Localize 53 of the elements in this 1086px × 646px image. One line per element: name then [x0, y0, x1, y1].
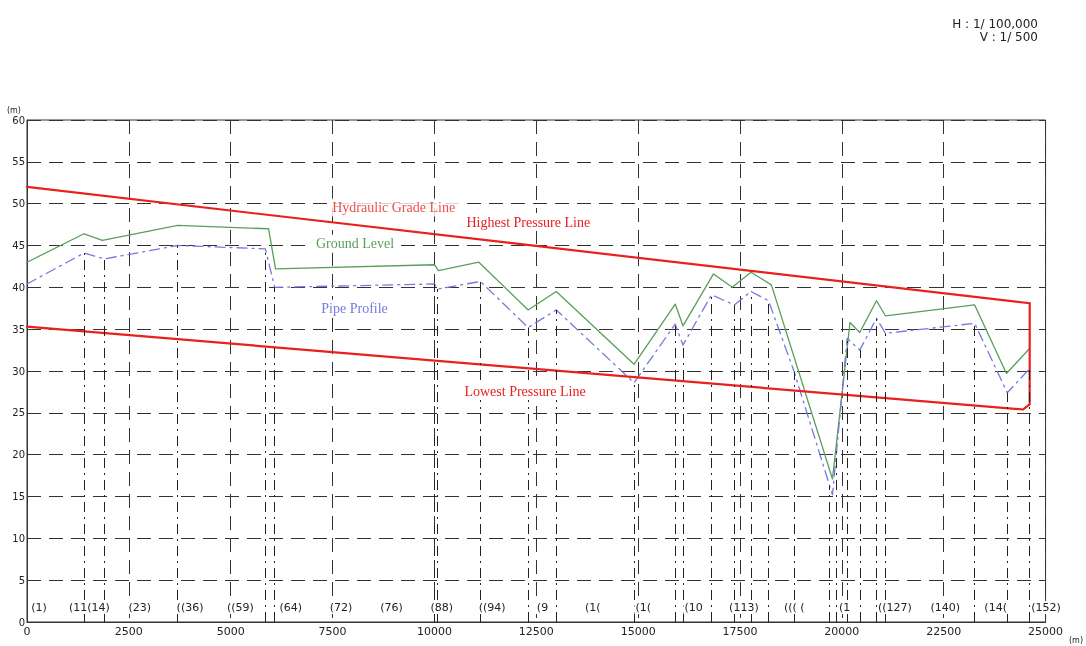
- annotation: (10: [684, 601, 703, 614]
- y-tick-label: 30: [12, 365, 25, 377]
- x-tick-label: 20000: [824, 625, 860, 638]
- annotation: (1(: [635, 601, 651, 614]
- annotation: ((( (: [783, 601, 805, 614]
- y-tick-label: 60: [12, 114, 25, 126]
- text: V : 1/ 500: [979, 30, 1038, 44]
- annotation: (9: [536, 601, 549, 614]
- annotation: ((127): [878, 601, 912, 614]
- annotation: ((59): [226, 601, 254, 614]
- x-tick-label: 12500: [518, 625, 554, 638]
- y-tick-label: 35: [12, 323, 25, 335]
- annotation: (88): [430, 601, 454, 614]
- series-label: Highest Pressure Line: [466, 214, 591, 230]
- y-tick-label: 25: [12, 407, 25, 419]
- annotation: Hydraulic Grade Line: [332, 200, 456, 216]
- y-tick-label: 20: [12, 449, 25, 461]
- series-label: Lowest Pressure Line: [464, 383, 586, 399]
- annotation: (72): [329, 601, 353, 614]
- annotation: (1): [31, 601, 47, 614]
- series-label: Pipe Profile: [321, 301, 388, 317]
- y-tick-label: 50: [12, 198, 25, 210]
- annotation: (1(: [585, 601, 601, 614]
- annotation: (140): [930, 601, 961, 614]
- y-tick-label: 40: [12, 281, 25, 293]
- y-tick-label: 45: [12, 240, 25, 251]
- text: H : 1/ 100,000: [952, 17, 1038, 31]
- annotation: (23): [128, 601, 151, 614]
- y-tick-label: 10: [12, 532, 25, 544]
- x-tick-label: 2500: [114, 625, 143, 638]
- annotation: (76): [380, 601, 403, 614]
- annotation: (64): [279, 601, 303, 614]
- annotation: (14(: [984, 601, 1007, 614]
- annotation: (113): [729, 601, 759, 614]
- x-tick-label: 25000: [1028, 625, 1064, 638]
- x-tick-label: 17500: [722, 625, 758, 638]
- y-axis-title: (m): [6, 105, 21, 115]
- x-tick-label: 22500: [926, 625, 962, 638]
- x-tick-label: 5000: [216, 625, 245, 638]
- x-axis-title: (m): [1068, 635, 1084, 645]
- series-label: Ground Level: [315, 236, 395, 252]
- x-tick-label: 15000: [620, 625, 656, 638]
- y-tick-label: 5: [18, 574, 25, 586]
- annotation: (11(14): [68, 601, 110, 614]
- y-tick-label: 0: [18, 616, 25, 628]
- y-tick-label: 55: [12, 156, 25, 168]
- annotation: ((94): [478, 601, 506, 614]
- annotation: ((36): [176, 601, 204, 614]
- x-tick-label: 7500: [318, 625, 347, 638]
- annotation: (1: [838, 601, 851, 614]
- y-tick-label: 15: [12, 491, 25, 502]
- annotation: (152): [1031, 601, 1061, 614]
- x-tick-label: 10000: [416, 625, 452, 638]
